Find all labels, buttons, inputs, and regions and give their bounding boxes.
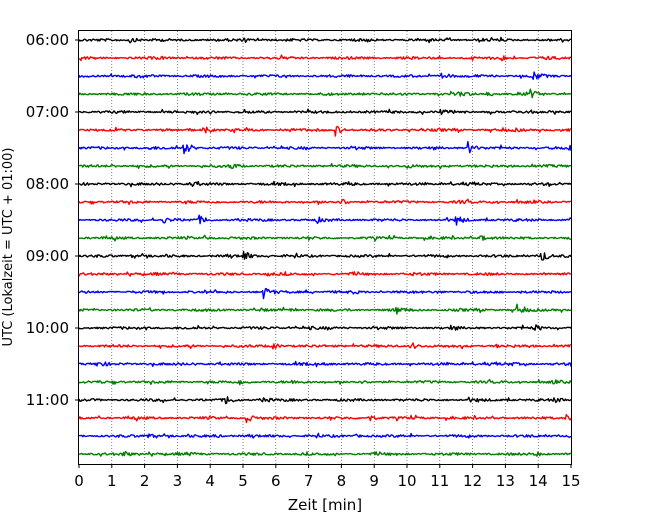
- trace-08:15: [78, 198, 572, 206]
- trace-11:00: [78, 396, 572, 405]
- trace-10:45: [78, 378, 572, 386]
- x-tick-label: 6: [271, 472, 281, 490]
- y-axis: 06:00 07:00 08:00 09:00 10:00 11:00: [26, 31, 79, 409]
- x-axis-label: Zeit [min]: [288, 496, 362, 514]
- grid-lines: [111, 31, 539, 464]
- x-tick-label: 8: [337, 472, 347, 490]
- trace-08:45: [78, 234, 571, 242]
- y-tick-label: 07:00: [26, 103, 69, 121]
- trace-08:00: [78, 180, 572, 188]
- trace-11:15: [78, 414, 572, 424]
- x-tick-label: 13: [496, 472, 515, 490]
- trace-06:15: [79, 54, 572, 62]
- x-tick-label: 9: [369, 472, 379, 490]
- x-tick-label: 5: [238, 472, 248, 490]
- trace-06:00: [78, 36, 572, 44]
- x-tick-label: 15: [561, 472, 580, 490]
- y-tick-label: 08:00: [26, 175, 69, 193]
- y-tick-label: 09:00: [26, 247, 69, 265]
- x-tick-label: 12: [463, 472, 482, 490]
- trace-07:15: [78, 125, 572, 137]
- trace-09:00: [78, 250, 572, 261]
- x-tick-label: 3: [173, 472, 183, 490]
- trace-07:45: [78, 162, 571, 170]
- x-tick-label: 2: [140, 472, 150, 490]
- trace-07:30: [78, 140, 572, 155]
- x-tick-label: 0: [74, 472, 84, 490]
- trace-10:00: [78, 324, 572, 331]
- y-tick-label: 10:00: [26, 319, 69, 337]
- y-tick-label: 06:00: [26, 31, 69, 49]
- x-tick-label: 11: [430, 472, 449, 490]
- x-axis: 0 1 2 3 4 5 6 7 8 9 10 11 12 13 14 15: [74, 464, 581, 490]
- trace-11:30: [78, 432, 572, 439]
- trace-07:00: [78, 108, 572, 116]
- x-tick-label: 1: [107, 472, 117, 490]
- trace-10:15: [78, 342, 572, 350]
- trace-09:45: [78, 303, 572, 315]
- trace-08:30: [78, 214, 572, 226]
- x-tick-label: 10: [397, 472, 416, 490]
- trace-10:30: [78, 360, 572, 368]
- trace-09:30: [78, 287, 572, 300]
- y-tick-label: 11:00: [26, 391, 69, 409]
- y-axis-label: UTC (Lokalzeit = UTC + 01:00): [1, 148, 16, 347]
- trace-06:45: [78, 88, 572, 99]
- x-tick-label: 4: [205, 472, 215, 490]
- trace-09:15: [78, 271, 572, 277]
- trace-06:30: [78, 71, 572, 80]
- seismogram-traces: [78, 36, 572, 457]
- trace-11:45: [78, 451, 572, 457]
- x-tick-label: 7: [304, 472, 314, 490]
- x-tick-label: 14: [529, 472, 548, 490]
- plot-frame: [78, 30, 572, 465]
